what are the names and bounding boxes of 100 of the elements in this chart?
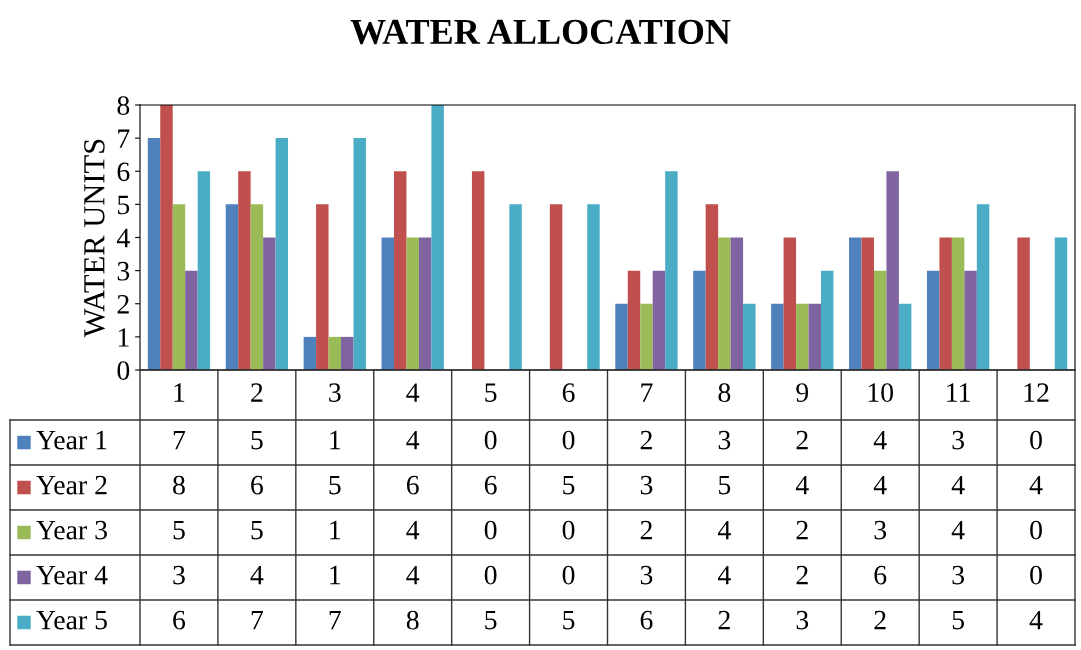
legend-label: Year 4: [36, 565, 108, 585]
bar: [730, 237, 744, 370]
data-label: 8: [173, 475, 185, 495]
data-label: 4: [1029, 475, 1043, 495]
data-label: 2: [640, 520, 652, 540]
bar: [939, 237, 952, 370]
data-label: 2: [796, 430, 808, 450]
data-label: 0: [1030, 430, 1042, 450]
bar: [873, 270, 887, 370]
bar: [250, 204, 264, 370]
data-label: 0: [1030, 565, 1042, 585]
data-label: 0: [484, 565, 497, 585]
bar: [418, 237, 432, 370]
bar: [147, 138, 161, 370]
data-label: 0: [562, 520, 575, 540]
bar: [926, 270, 940, 370]
bar: [381, 237, 395, 370]
data-label: 3: [874, 520, 887, 540]
legend-label: Year 1: [36, 430, 107, 450]
x-tick-label: 11: [947, 383, 970, 402]
bar: [861, 237, 874, 370]
data-label: 3: [718, 430, 731, 450]
data-label: 4: [873, 475, 887, 495]
data-label: 5: [952, 610, 964, 630]
x-tick-label: 1: [174, 383, 185, 402]
data-label: 6: [874, 565, 887, 585]
bar: [808, 303, 821, 370]
data-label: 6: [406, 475, 419, 495]
x-tick-label: 10: [868, 383, 894, 402]
data-label: 0: [562, 430, 575, 450]
bar: [431, 105, 444, 370]
bar: [172, 204, 186, 370]
data-label: 3: [640, 475, 653, 495]
data-label: 7: [329, 610, 341, 630]
data-label: 1: [330, 430, 341, 450]
bar: [197, 171, 211, 370]
data-label: 4: [250, 565, 264, 585]
bar: [640, 303, 653, 370]
data-label: 2: [640, 430, 652, 450]
x-tick-label: 3: [329, 383, 341, 402]
y-tick-label: 1: [118, 328, 129, 347]
data-label: 5: [563, 610, 575, 630]
x-tick-label: 2: [251, 383, 263, 402]
data-label: 3: [952, 565, 964, 585]
data-label: 5: [719, 475, 731, 495]
y-axis-title: WATER UNITS: [84, 139, 105, 338]
data-label: 4: [1029, 610, 1043, 630]
bar: [615, 303, 628, 370]
bar: [185, 270, 198, 370]
bar: [665, 171, 678, 370]
bar: [898, 303, 912, 370]
bar: [238, 171, 251, 370]
x-tick-label: 4: [406, 383, 420, 402]
data-label: 8: [406, 610, 419, 630]
bar: [549, 204, 563, 370]
y-tick-label: 8: [117, 96, 130, 115]
data-label: 5: [485, 610, 497, 630]
data-label: 0: [484, 430, 497, 450]
y-tick-label: 6: [117, 162, 130, 182]
data-label: 6: [484, 475, 497, 495]
bar: [718, 237, 731, 370]
data-label: 6: [251, 475, 263, 495]
data-label: 6: [640, 610, 653, 630]
bar: [796, 303, 809, 370]
data-label: 6: [173, 610, 186, 630]
legend-label: Year 5: [36, 610, 107, 630]
bar: [225, 204, 239, 370]
bar: [771, 303, 784, 370]
data-label: 5: [251, 520, 263, 540]
bar: [509, 204, 522, 370]
data-label: 1: [330, 520, 341, 540]
x-tick-label: 7: [641, 383, 653, 402]
bar: [886, 171, 899, 370]
y-tick-label: 5: [118, 195, 130, 215]
bar: [705, 204, 719, 370]
data-label: 4: [873, 430, 887, 450]
x-tick-label: 8: [718, 383, 731, 402]
bar: [303, 336, 317, 370]
chart-title: WATER ALLOCATION: [350, 19, 731, 45]
bar: [743, 303, 756, 370]
legend-label: Year 3: [36, 520, 107, 540]
bar: [783, 237, 797, 370]
data-label: 3: [796, 610, 809, 630]
y-tick-label: 7: [118, 129, 130, 148]
data-label: 0: [562, 565, 575, 585]
x-tick-label: 9: [796, 383, 809, 402]
y-tick-label: 2: [117, 294, 129, 314]
bar: [627, 270, 641, 370]
data-label: 5: [173, 520, 185, 540]
bar: [328, 336, 342, 370]
x-tick-label: 5: [485, 383, 497, 402]
bar: [951, 237, 965, 370]
bar: [160, 105, 173, 370]
bar: [341, 336, 354, 370]
data-label: 4: [795, 475, 809, 495]
bar: [976, 204, 990, 370]
bar: [316, 204, 329, 370]
data-label: 4: [951, 475, 965, 495]
data-label: 3: [173, 565, 185, 585]
x-tick-label: 6: [562, 383, 575, 402]
